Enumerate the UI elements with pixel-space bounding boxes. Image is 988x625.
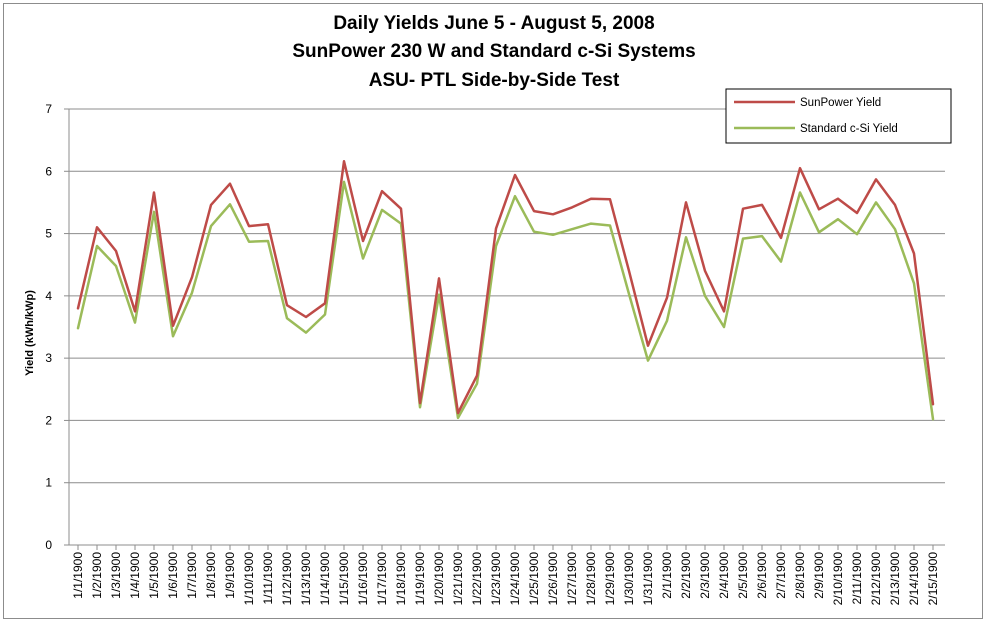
x-tick-label: 1/27/1900 — [565, 552, 579, 606]
x-tick-label: 2/14/1900 — [907, 552, 921, 606]
x-tick-label: 1/9/1900 — [223, 552, 237, 599]
x-tick-label: 1/11/1900 — [261, 552, 275, 605]
x-tick-label: 1/4/1900 — [128, 552, 142, 599]
y-tick-label: 5 — [45, 227, 52, 241]
x-tick-label: 2/12/1900 — [869, 552, 883, 606]
x-tick-label: 2/3/1900 — [698, 552, 712, 599]
legend-box — [725, 88, 952, 144]
x-tick-label: 2/1/1900 — [660, 552, 674, 599]
x-tick-label: 1/31/1900 — [641, 552, 655, 606]
x-tick-label: 2/7/1900 — [774, 552, 788, 599]
legend: SunPower Yield Standard c-Si Yield — [725, 88, 952, 144]
x-tick-label: 1/21/1900 — [451, 552, 465, 606]
x-tick-label: 1/19/1900 — [413, 552, 427, 606]
series-line-sunpower — [76, 160, 935, 415]
x-tick-label: 2/13/1900 — [888, 552, 902, 606]
x-tick-label: 1/30/1900 — [622, 552, 636, 606]
x-tick-label: 1/5/1900 — [147, 552, 161, 599]
x-tick-label: 1/29/1900 — [603, 552, 617, 606]
axes — [64, 108, 945, 550]
x-tick-label: 1/6/1900 — [166, 552, 180, 599]
y-tick-label: 3 — [45, 351, 52, 365]
x-tick-label: 1/10/1900 — [242, 552, 256, 606]
grid-lines — [69, 108, 945, 484]
y-tick-label: 1 — [45, 476, 52, 490]
x-tick-label: 2/11/1900 — [850, 552, 864, 605]
x-tick-label: 1/23/1900 — [489, 552, 503, 606]
x-tick-label: 2/6/1900 — [755, 552, 769, 599]
x-tick-label: 1/15/1900 — [337, 552, 351, 606]
legend-label-standard-csi: Standard c-Si Yield — [800, 123, 898, 135]
x-tick-label: 1/13/1900 — [299, 552, 313, 606]
x-tick-label: 1/7/1900 — [185, 552, 199, 599]
chart-title-line-3: ASU- PTL Side-by-Side Test — [368, 70, 620, 91]
y-tick-labels: 0 1 2 3 4 5 6 7 — [45, 102, 52, 552]
legend-label-sunpower: SunPower Yield — [800, 97, 881, 109]
chart-title-line-1: Daily Yields June 5 - August 5, 2008 — [333, 13, 655, 34]
series-line-standard-csi — [76, 180, 935, 421]
y-tick-label: 2 — [45, 413, 52, 427]
x-tick-label: 2/10/1900 — [831, 552, 845, 606]
y-tick-label: 6 — [45, 164, 52, 178]
x-tick-label: 2/4/1900 — [717, 552, 731, 599]
y-axis-label: Yield (kWh/kWp) — [24, 290, 36, 376]
x-tick-label: 2/9/1900 — [812, 552, 826, 599]
x-tick-label: 1/28/1900 — [584, 552, 598, 606]
x-tick-label: 1/16/1900 — [356, 552, 370, 606]
x-tick-label: 1/8/1900 — [204, 552, 218, 599]
x-tick-label: 1/20/1900 — [432, 552, 446, 606]
x-tick-label: 2/15/1900 — [926, 552, 940, 606]
x-tick-label: 2/2/1900 — [679, 552, 693, 599]
x-tick-label: 1/24/1900 — [508, 552, 522, 606]
x-tick-label: 1/1/1900 — [71, 552, 85, 599]
x-tick-labels: 1/1/1900 1/2/1900 1/3/1900 1/4/1900 1/5/1900… — [71, 552, 940, 606]
y-tick-label: 7 — [45, 102, 52, 116]
x-tick-label: 1/3/1900 — [109, 552, 123, 599]
x-tick-label: 1/14/1900 — [318, 552, 332, 606]
x-tick-label: 1/26/1900 — [546, 552, 560, 606]
x-tick-label: 1/12/1900 — [280, 552, 294, 606]
x-tick-label: 2/5/1900 — [736, 552, 750, 599]
x-tick-label: 1/17/1900 — [375, 552, 389, 606]
series-lines — [76, 160, 935, 421]
x-tick-label: 1/25/1900 — [527, 552, 541, 606]
y-tick-label: 4 — [45, 289, 52, 303]
chart-title-line-2: SunPower 230 W and Standard c-Si Systems — [292, 41, 696, 62]
x-tick-label: 1/18/1900 — [394, 552, 408, 606]
x-tick-label: 1/22/1900 — [470, 552, 484, 606]
x-tick-label: 1/2/1900 — [90, 552, 104, 599]
x-tick-label: 2/8/1900 — [793, 552, 807, 599]
y-tick-label: 0 — [45, 538, 52, 552]
